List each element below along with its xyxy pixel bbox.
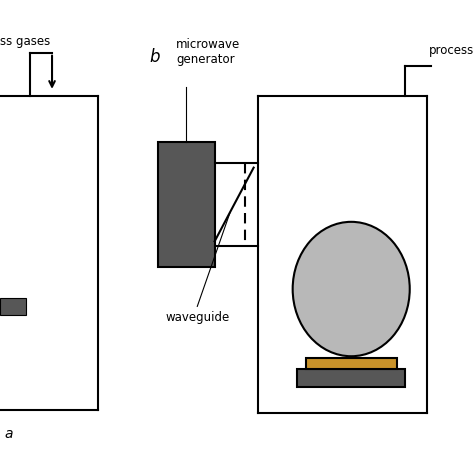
Bar [158,142,215,267]
Text: microwave
generator: microwave generator [176,37,240,65]
Text: b: b [150,48,160,66]
Bar [297,369,405,387]
Bar [306,358,397,369]
Text: process: process [429,44,474,57]
Text: ss gases: ss gases [0,36,50,48]
Text: waveguide: waveguide [165,311,229,324]
Text: a: a [4,427,13,441]
Bar [0,298,26,315]
Ellipse shape [292,222,410,356]
